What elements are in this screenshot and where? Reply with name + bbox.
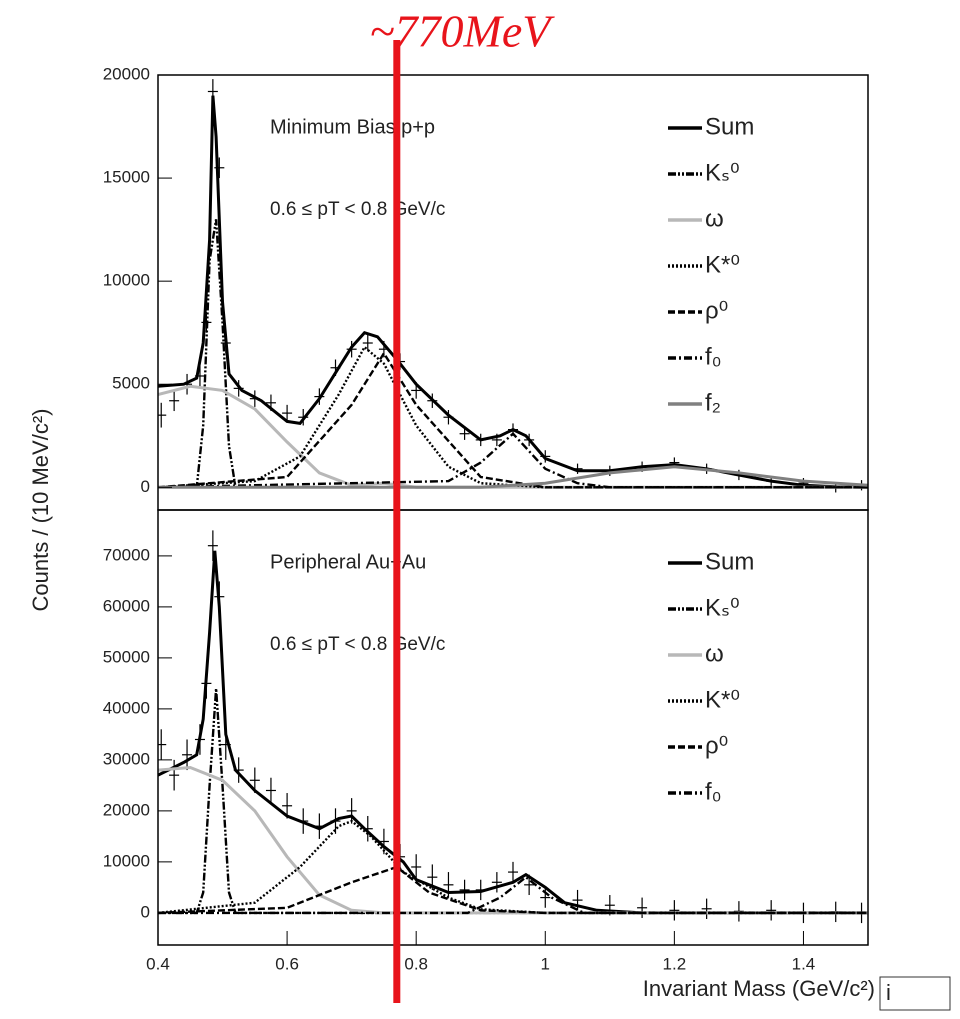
x-tick-label: 0.4 — [146, 954, 170, 973]
y-tick-label: 5000 — [112, 374, 150, 393]
input-box[interactable] — [879, 976, 951, 1011]
y-tick-label: 70000 — [103, 545, 150, 564]
legend-label: Sum — [705, 113, 754, 140]
panel-frame — [157, 74, 869, 511]
x-tick-label: 1.2 — [663, 954, 687, 973]
curve — [158, 432, 868, 489]
legend-label: f₂ — [705, 389, 721, 416]
y-tick-label: 60000 — [103, 596, 150, 615]
legend-label: K*⁰ — [705, 251, 740, 278]
curve — [158, 351, 868, 489]
curve — [158, 95, 868, 489]
y-tick-label: 20000 — [103, 64, 150, 83]
input-text: i — [886, 980, 891, 1005]
legend-label: f₀ — [705, 343, 722, 370]
curve — [158, 875, 868, 915]
panel-title: Peripheral Au+Au — [270, 551, 426, 573]
curve — [158, 765, 868, 915]
panel-frame — [157, 509, 869, 946]
legend-label: f₀ — [705, 778, 722, 805]
panel-title: Minimum Bias p+p — [270, 116, 435, 138]
curve — [158, 219, 868, 489]
curve — [158, 865, 868, 915]
panel-subtitle: 0.6 ≤ pT < 0.8 GeV/c — [270, 634, 445, 655]
y-tick-label: 20000 — [103, 800, 150, 819]
legend-label: Kₛ⁰ — [705, 594, 740, 621]
legend-label: Kₛ⁰ — [705, 159, 740, 186]
y-tick-label: 10000 — [103, 851, 150, 870]
panel-subtitle: 0.6 ≤ pT < 0.8 GeV/c — [270, 199, 445, 220]
curve — [158, 688, 868, 915]
legend-label: ρ⁰ — [705, 732, 728, 759]
y-tick-label: 50000 — [103, 647, 150, 666]
y-tick-label: 0 — [141, 902, 150, 921]
marker-label: ~770MeV — [370, 6, 556, 57]
y-tick-label: 15000 — [103, 168, 150, 187]
y-tick-label: 10000 — [103, 271, 150, 290]
y-tick-label: 30000 — [103, 749, 150, 768]
plot-area — [158, 530, 868, 924]
x-tick-label: 1.4 — [792, 954, 816, 973]
curve — [158, 550, 868, 915]
x-tick-label: 0.8 — [404, 954, 428, 973]
legend-label: ω — [705, 205, 724, 232]
plot-area — [158, 79, 868, 493]
legend-label: Sum — [705, 548, 754, 575]
x-axis-label: Invariant Mass (GeV/c²) — [643, 976, 875, 1001]
x-tick-label: 0.6 — [275, 954, 299, 973]
legend-label: K*⁰ — [705, 686, 740, 713]
legend-label: ω — [705, 640, 724, 667]
x-tick-label: 1 — [541, 954, 550, 973]
legend-label: ρ⁰ — [705, 297, 728, 324]
y-tick-label: 40000 — [103, 698, 150, 717]
y-axis-label: Counts / (10 MeV/c²) — [28, 409, 53, 612]
y-tick-label: 0 — [141, 477, 150, 496]
curve — [158, 465, 868, 489]
